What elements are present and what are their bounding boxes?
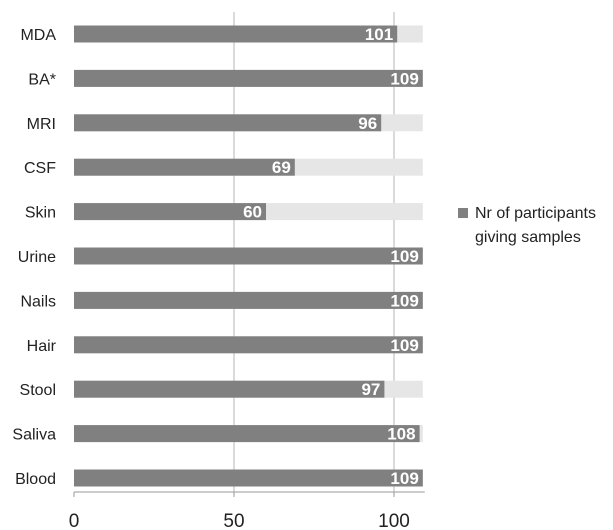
category-label-saliva: Saliva <box>12 427 56 444</box>
bar-nails <box>74 291 423 309</box>
category-label-hair: Hair <box>27 338 57 355</box>
category-label-skin: Skin <box>25 205 56 222</box>
bar-saliva <box>74 425 420 443</box>
data-label-urine: 109 <box>390 247 418 266</box>
category-label-ba: BA* <box>28 71 56 88</box>
legend-label-line-2: giving samples <box>475 229 581 246</box>
category-label-mri: MRI <box>27 116 56 133</box>
data-label-csf: 69 <box>272 158 291 177</box>
bar-hair <box>74 336 423 354</box>
legend-label-line-1: Nr of participants <box>475 205 596 222</box>
data-label-nails: 109 <box>390 291 418 310</box>
category-label-urine: Urine <box>18 249 56 266</box>
category-label-csf: CSF <box>24 160 56 177</box>
x-tick-label-50: 50 <box>223 511 244 530</box>
data-label-mri: 96 <box>358 114 377 133</box>
category-label-stool: Stool <box>20 382 56 399</box>
data-label-saliva: 108 <box>387 425 415 444</box>
data-label-blood: 109 <box>390 469 418 488</box>
bar-stool <box>74 380 385 398</box>
category-label-mda: MDA <box>20 27 56 44</box>
bar-ba <box>74 69 423 87</box>
data-label-skin: 60 <box>243 203 262 222</box>
data-label-hair: 109 <box>390 336 418 355</box>
category-label-blood: Blood <box>15 471 56 488</box>
bar-mda <box>74 25 398 43</box>
bar-blood <box>74 469 423 487</box>
legend-swatch <box>458 208 468 218</box>
bar-urine <box>74 247 423 265</box>
legend: Nr of participants giving samples <box>458 205 596 246</box>
data-label-mda: 101 <box>365 25 393 44</box>
bar-mri <box>74 114 382 132</box>
data-label-ba: 109 <box>390 69 418 88</box>
bars: 101 MDA 109 BA* 96 MRI 69 CSF 60 Skin 109 Urine 109 N… <box>12 25 423 488</box>
x-axis: 0 50 100 <box>69 491 425 530</box>
x-tick-label-100: 100 <box>378 511 410 530</box>
bar-csf <box>74 158 295 176</box>
bar-skin <box>74 203 266 221</box>
category-label-nails: Nails <box>20 293 56 310</box>
data-label-stool: 97 <box>361 380 380 399</box>
x-tick-label-0: 0 <box>69 511 80 530</box>
